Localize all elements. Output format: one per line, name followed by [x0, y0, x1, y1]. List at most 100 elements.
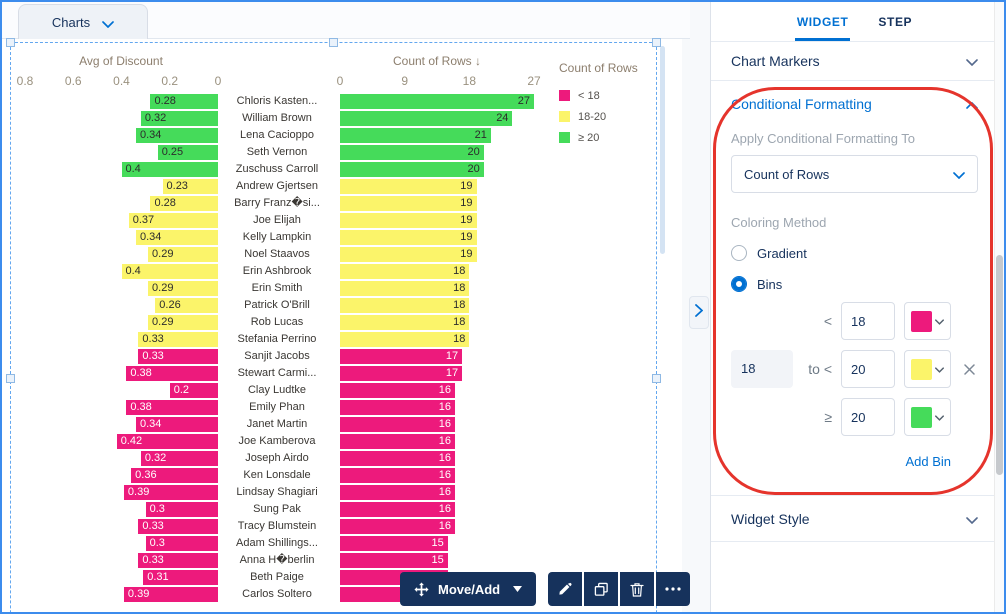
count-bar[interactable]: 15	[340, 536, 448, 551]
row-category-label: Beth Paige	[218, 569, 336, 586]
resize-handle-mid-left[interactable]	[6, 374, 15, 383]
row-category-label: Emily Phan	[218, 399, 336, 416]
discount-bar[interactable]: 0.28	[150, 94, 218, 109]
count-bar[interactable]: 20	[340, 145, 484, 160]
section-conditional-formatting[interactable]: Conditional Formatting	[711, 81, 998, 127]
discount-bar[interactable]: 0.23	[163, 179, 218, 194]
discount-bar[interactable]: 0.34	[136, 230, 218, 245]
count-bar[interactable]: 18	[340, 332, 469, 347]
discount-bar[interactable]: 0.28	[150, 196, 218, 211]
panel-collapse-button[interactable]	[689, 296, 709, 329]
resize-handle-top-left[interactable]	[6, 38, 15, 47]
bin1-value-input[interactable]	[841, 302, 895, 340]
clone-button[interactable]	[584, 572, 618, 606]
discount-bar[interactable]: 0.34	[136, 128, 218, 143]
legend-item[interactable]: < 18	[559, 85, 655, 106]
discount-bar[interactable]: 0.39	[124, 485, 218, 500]
count-bar[interactable]: 16	[340, 383, 455, 398]
count-bar[interactable]: 19	[340, 196, 477, 211]
discount-bar[interactable]: 0.42	[117, 434, 218, 449]
discount-bar[interactable]: 0.33	[138, 519, 218, 534]
delete-button[interactable]	[620, 572, 654, 606]
discount-bar[interactable]: 0.29	[148, 315, 218, 330]
discount-bar[interactable]: 0.32	[141, 451, 218, 466]
count-bar[interactable]: 27	[340, 94, 534, 109]
section-chart-markers[interactable]: Chart Markers	[711, 42, 998, 81]
discount-bar[interactable]: 0.33	[138, 349, 218, 364]
discount-bar[interactable]: 0.4	[122, 162, 219, 177]
count-bar[interactable]: 18	[340, 264, 469, 279]
count-bar[interactable]: 19	[340, 230, 477, 245]
bin1-color-picker[interactable]	[904, 302, 951, 340]
discount-bar[interactable]: 0.26	[155, 298, 218, 313]
count-bar[interactable]: 16	[340, 485, 455, 500]
count-bar[interactable]: 15	[340, 553, 448, 568]
resize-handle-top-right[interactable]	[652, 38, 661, 47]
count-bar[interactable]: 16	[340, 519, 455, 534]
discount-bar[interactable]: 0.3	[146, 536, 218, 551]
count-bar[interactable]: 16	[340, 451, 455, 466]
count-bar[interactable]: 16	[340, 417, 455, 432]
move-add-button[interactable]: Move/Add	[400, 572, 536, 606]
discount-bar[interactable]: 0.31	[143, 570, 218, 585]
count-bar[interactable]: 16	[340, 400, 455, 415]
count-bar[interactable]: 18	[340, 315, 469, 330]
gradient-radio-option[interactable]: Gradient	[731, 245, 978, 261]
discount-bar[interactable]: 0.39	[124, 587, 218, 602]
discount-bar[interactable]: 0.38	[126, 400, 218, 415]
row-category-label: Tracy Blumstein	[218, 518, 336, 535]
discount-bar[interactable]: 0.33	[138, 332, 218, 347]
resize-handle-mid-right[interactable]	[652, 374, 661, 383]
discount-bar[interactable]: 0.34	[136, 417, 218, 432]
discount-bar[interactable]: 0.29	[148, 281, 218, 296]
discount-bar[interactable]: 0.38	[126, 366, 218, 381]
apply-to-select[interactable]: Count of Rows	[731, 155, 978, 193]
count-bar[interactable]: 17	[340, 366, 462, 381]
count-bar[interactable]: 18	[340, 281, 469, 296]
more-actions-button[interactable]	[656, 572, 690, 606]
discount-bar[interactable]: 0.2	[170, 383, 218, 398]
legend-item[interactable]: 18-20	[559, 106, 655, 127]
count-bar[interactable]: 21	[340, 128, 491, 143]
chart-row: 0.23Andrew Gjertsen19	[11, 178, 556, 195]
count-bar[interactable]: 20	[340, 162, 484, 177]
section-widget-style[interactable]: Widget Style	[711, 496, 998, 542]
tab-step[interactable]: STEP	[878, 2, 912, 41]
row-category-label: Anna H�berlin	[218, 552, 336, 569]
resize-handle-top-center[interactable]	[329, 38, 338, 47]
legend-item[interactable]: ≥ 20	[559, 127, 655, 148]
count-bar[interactable]: 16	[340, 502, 455, 517]
discount-bar[interactable]: 0.36	[131, 468, 218, 483]
count-bar[interactable]: 17	[340, 349, 462, 364]
discount-bar[interactable]: 0.29	[148, 247, 218, 262]
chart-widget[interactable]: Avg of Discount Count of Rows ↓ 0.80.60.…	[10, 42, 657, 614]
panel-scrollbar[interactable]	[994, 2, 1004, 612]
count-bar[interactable]: 16	[340, 468, 455, 483]
discount-bar[interactable]: 0.3	[146, 502, 218, 517]
edit-button[interactable]	[548, 572, 582, 606]
bin3-value-input[interactable]	[841, 398, 895, 436]
remove-bin-button[interactable]	[960, 360, 978, 378]
charts-dropdown[interactable]: Charts	[18, 4, 148, 39]
bin2-value-input[interactable]	[841, 350, 895, 388]
count-bar[interactable]: 19	[340, 213, 477, 228]
add-bin-link[interactable]: Add Bin	[731, 454, 978, 469]
chart-rows: 0.28Chloris Kasten...270.32William Brown…	[11, 93, 556, 603]
chart-scrollbar-thumb[interactable]	[660, 46, 665, 254]
canvas-topbar: Charts	[2, 2, 690, 39]
count-bar[interactable]: 19	[340, 179, 477, 194]
discount-bar[interactable]: 0.4	[122, 264, 219, 279]
panel-scrollbar-thumb[interactable]	[996, 255, 1003, 475]
discount-bar[interactable]: 0.25	[158, 145, 218, 160]
bins-radio-option[interactable]: Bins	[731, 276, 978, 292]
discount-bar[interactable]: 0.33	[138, 553, 218, 568]
count-bar[interactable]: 24	[340, 111, 512, 126]
discount-bar[interactable]: 0.37	[129, 213, 218, 228]
bin2-color-picker[interactable]	[904, 350, 951, 388]
discount-bar[interactable]: 0.32	[141, 111, 218, 126]
bin3-color-picker[interactable]	[904, 398, 951, 436]
count-bar[interactable]: 16	[340, 434, 455, 449]
count-bar[interactable]: 18	[340, 298, 469, 313]
count-bar[interactable]: 19	[340, 247, 477, 262]
tab-widget[interactable]: WIDGET	[797, 2, 849, 41]
